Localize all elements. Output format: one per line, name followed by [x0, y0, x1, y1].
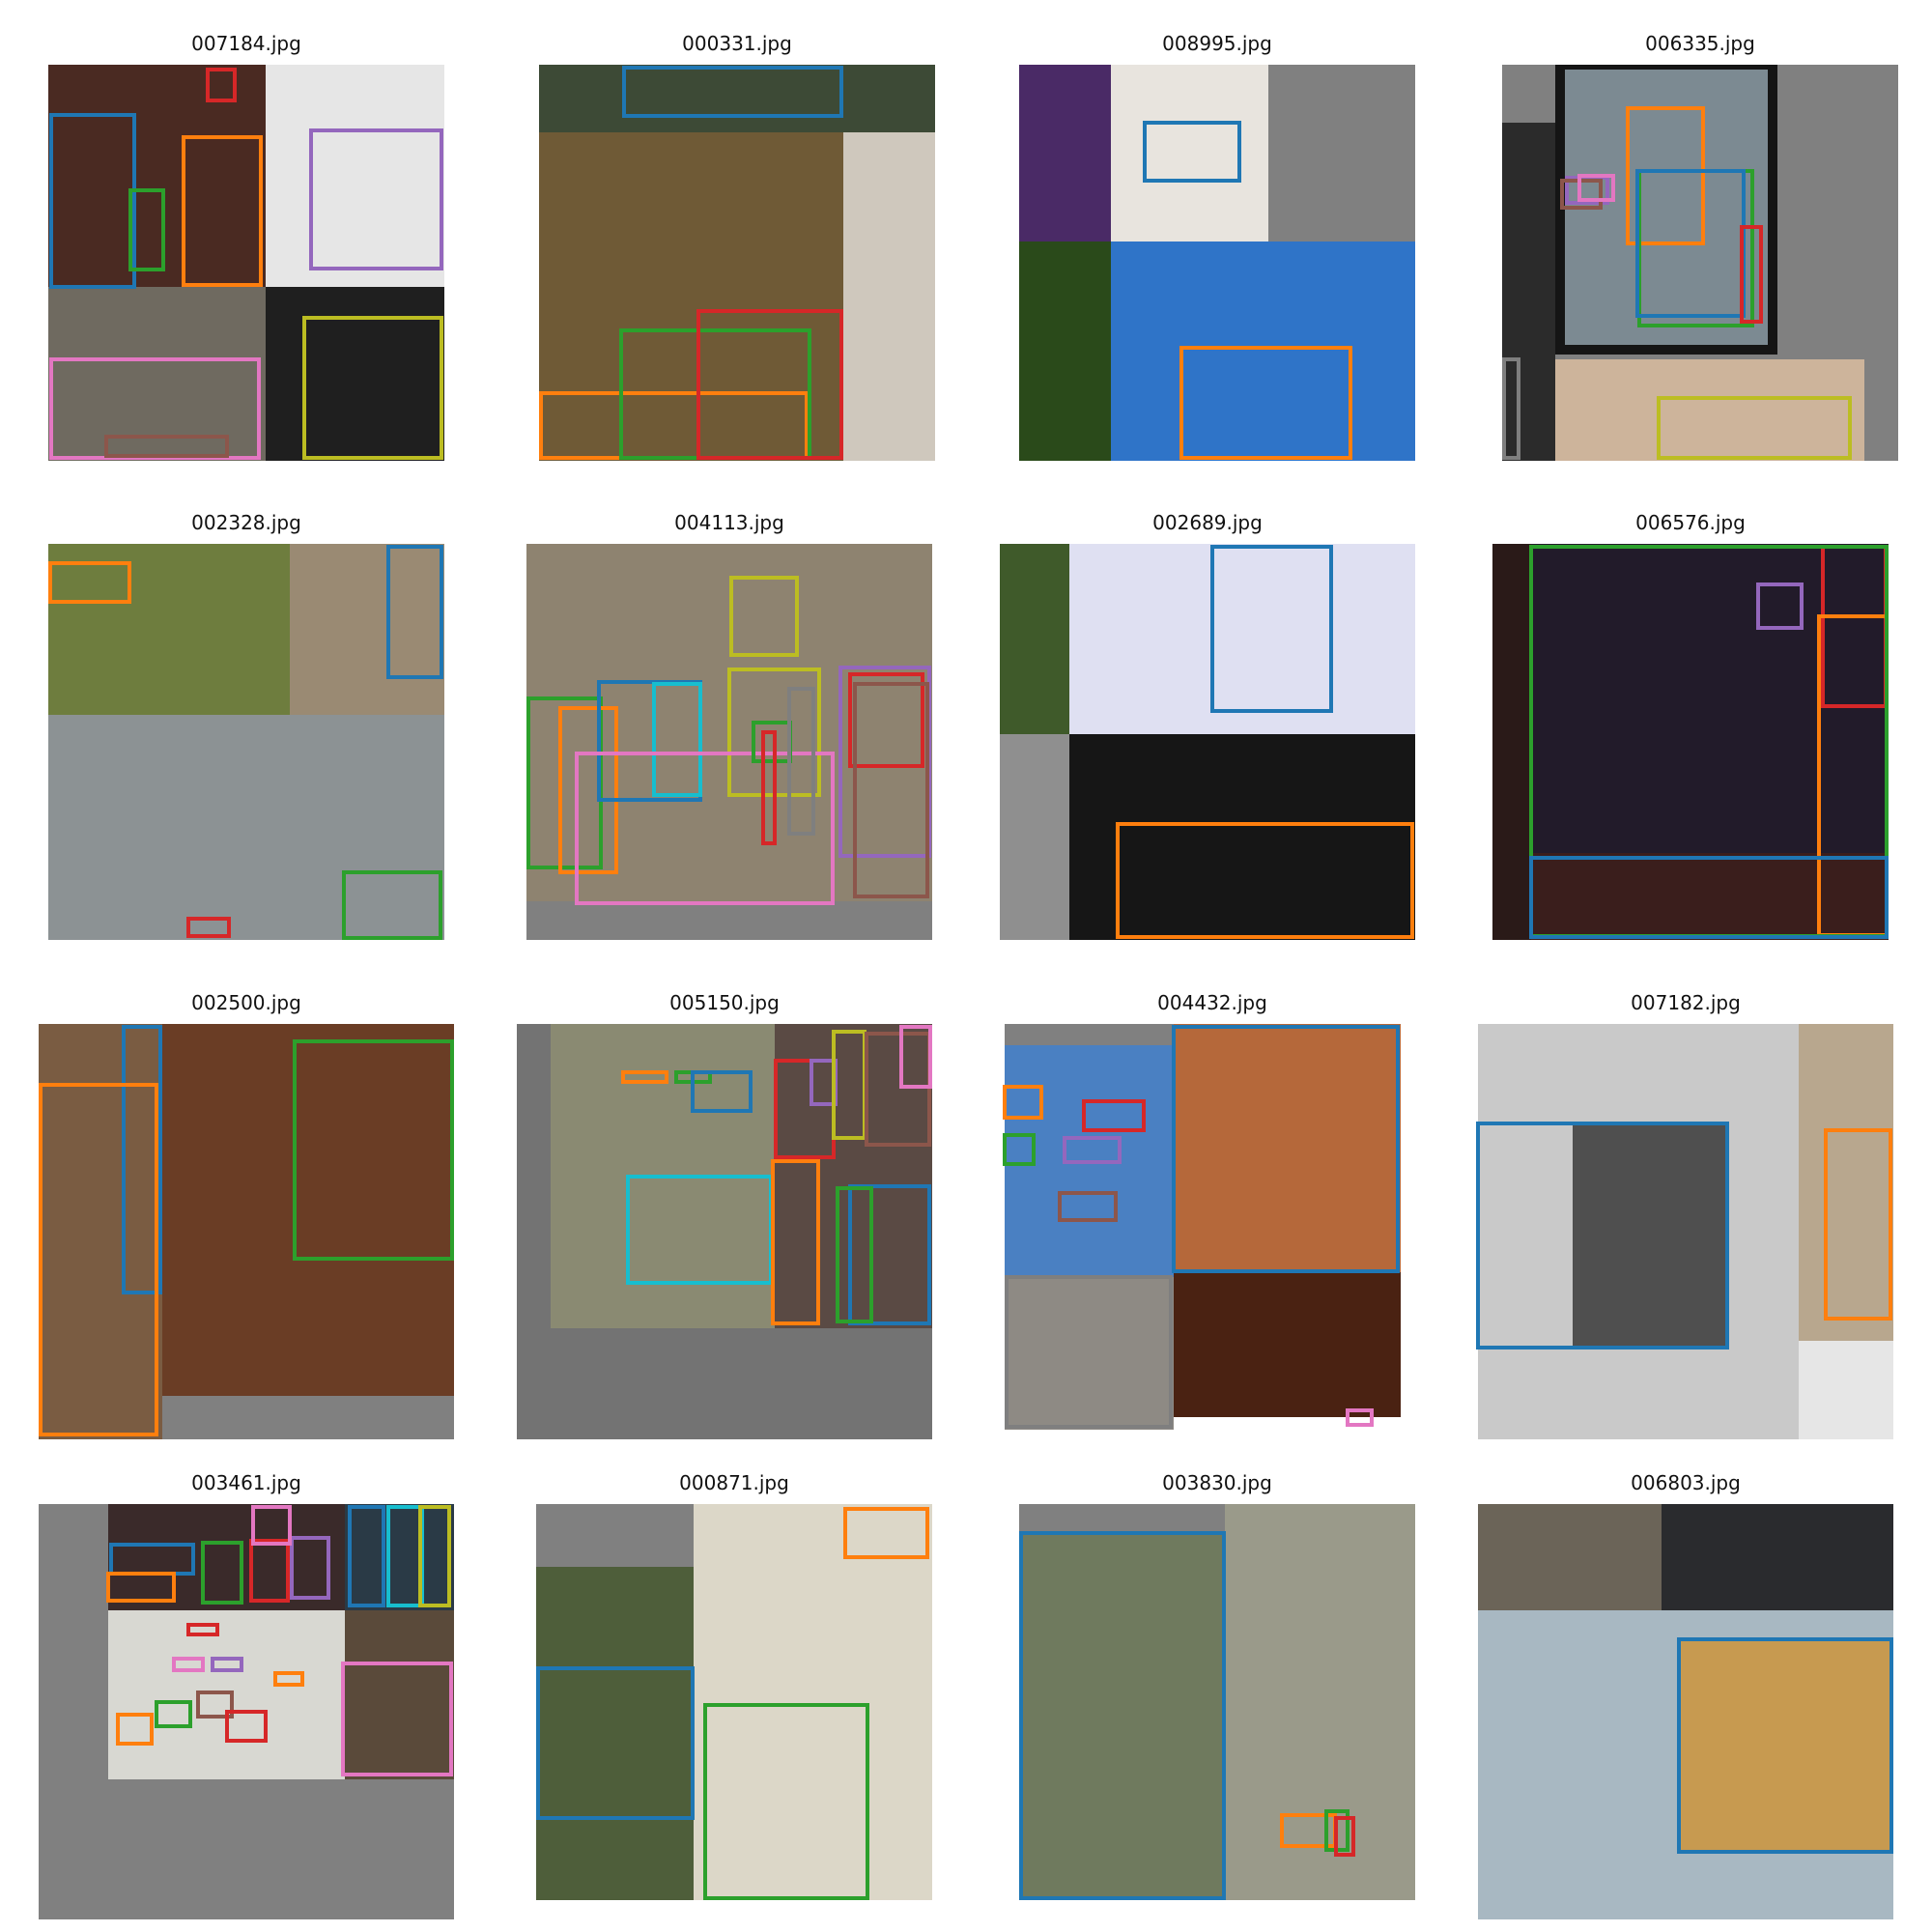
- mosaic-image: [517, 1024, 932, 1439]
- panel-title: 007184.jpg: [191, 32, 301, 55]
- panel-title: 004432.jpg: [1157, 991, 1267, 1014]
- panel-title: 000871.jpg: [679, 1471, 789, 1494]
- panel-title: 008995.jpg: [1162, 32, 1272, 55]
- panel-007182: 007182.jpg: [1476, 991, 1893, 1439]
- panel-003830: 003830.jpg: [1019, 1471, 1415, 1900]
- panel-004432: 004432.jpg: [1003, 991, 1420, 1439]
- mosaic-image: [1019, 1504, 1415, 1900]
- mosaic-image: [536, 1504, 932, 1900]
- panel-005150: 005150.jpg: [517, 991, 932, 1439]
- panel-title: 006335.jpg: [1645, 32, 1755, 55]
- panel-title: 002328.jpg: [191, 511, 301, 534]
- panel-004113: 004113.jpg: [526, 511, 932, 940]
- panel-title: 006803.jpg: [1631, 1471, 1741, 1494]
- panel-006576: 006576.jpg: [1492, 511, 1889, 940]
- panel-title: 002689.jpg: [1152, 511, 1263, 534]
- panel-006335: 006335.jpg: [1502, 32, 1898, 461]
- panel-007184: 007184.jpg: [48, 32, 444, 461]
- panel-title: 005150.jpg: [669, 991, 780, 1014]
- mosaic-image: [1502, 65, 1898, 461]
- mosaic-image: [1019, 65, 1415, 461]
- panel-title: 004113.jpg: [674, 511, 784, 534]
- panel-006803: 006803.jpg: [1478, 1471, 1893, 1919]
- panel-title: 007182.jpg: [1631, 991, 1741, 1014]
- panel-title: 003461.jpg: [191, 1471, 301, 1494]
- panel-002328: 002328.jpg: [48, 511, 444, 940]
- panel-000331: 000331.jpg: [539, 32, 935, 461]
- mosaic-image: [48, 544, 444, 940]
- mosaic-image: [1476, 1024, 1893, 1439]
- mosaic-image: [1478, 1504, 1893, 1919]
- panel-002689: 002689.jpg: [1000, 511, 1415, 940]
- panel-000871: 000871.jpg: [536, 1471, 932, 1900]
- mosaic-image: [39, 1024, 454, 1439]
- panel-title: 002500.jpg: [191, 991, 301, 1014]
- panel-002500: 002500.jpg: [39, 991, 454, 1439]
- mosaic-image: [1003, 1024, 1420, 1439]
- panel-title: 006576.jpg: [1635, 511, 1746, 534]
- panel-008995: 008995.jpg: [1019, 32, 1415, 461]
- panel-title: 003830.jpg: [1162, 1471, 1272, 1494]
- mosaic-image: [39, 1504, 454, 1919]
- mosaic-image: [539, 65, 935, 461]
- mosaic-image: [1000, 544, 1415, 940]
- mosaic-image: [48, 65, 444, 461]
- mosaic-image: [526, 544, 932, 940]
- panel-003461: 003461.jpg: [39, 1471, 454, 1919]
- panel-title: 000331.jpg: [682, 32, 792, 55]
- mosaic-image: [1492, 544, 1889, 940]
